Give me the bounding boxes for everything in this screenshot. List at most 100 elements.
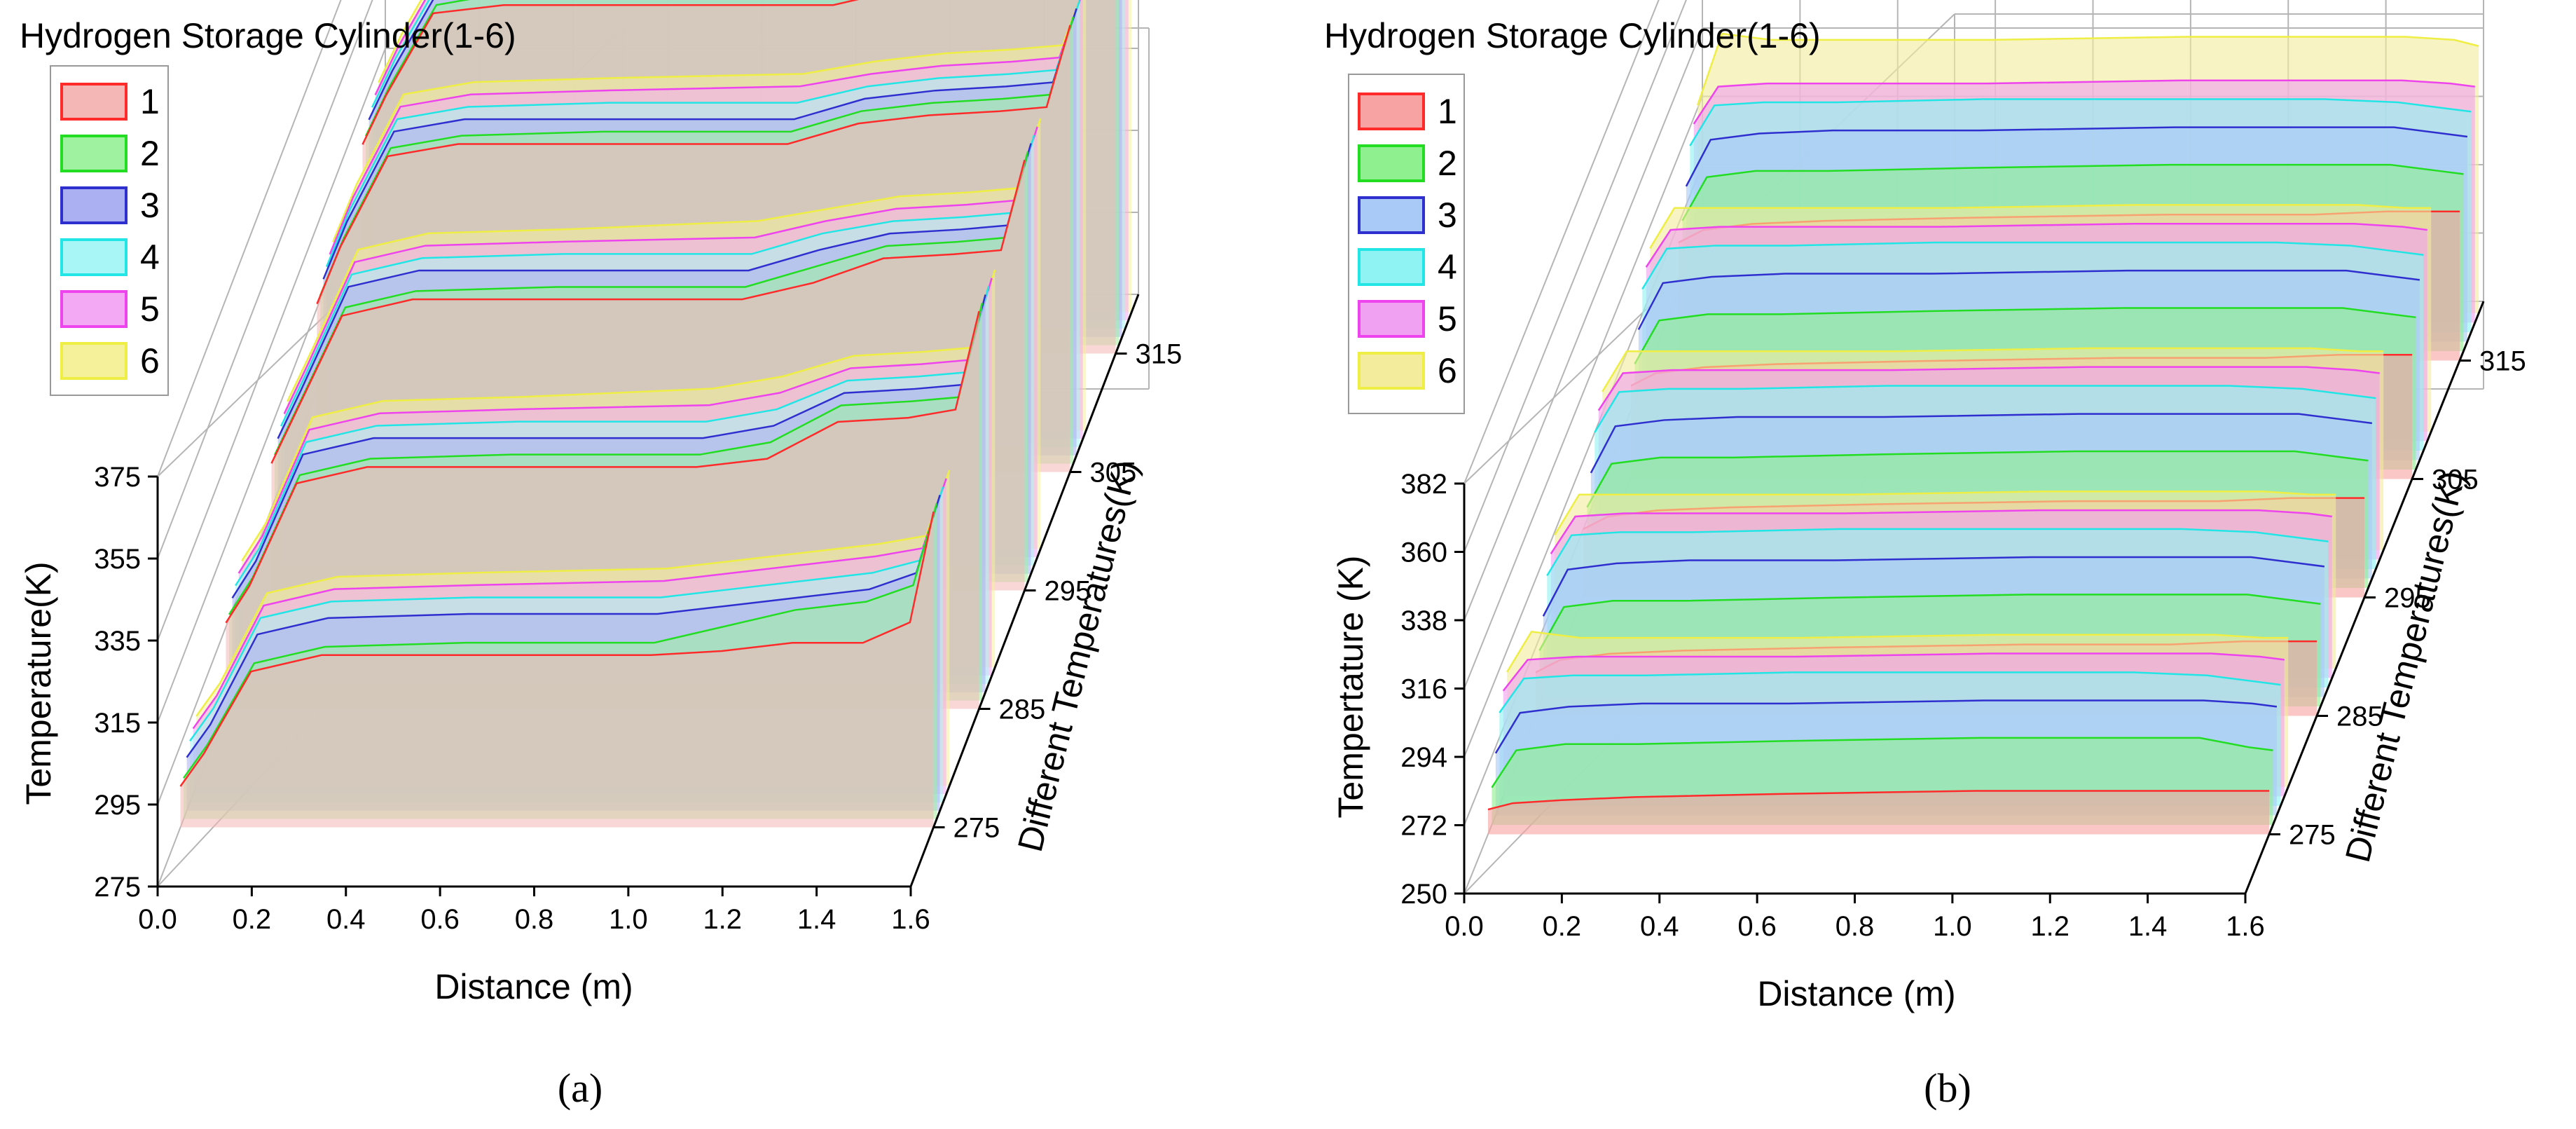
- line-series-1-slice-275: [1487, 790, 2269, 811]
- legend-swatch-4: [1358, 248, 1425, 286]
- legend-swatch-3: [60, 186, 128, 224]
- line-series-5-slice-295: [283, 126, 1038, 414]
- line-series-1-slice-295: [270, 159, 1026, 464]
- line-series-6-slice-315: [1697, 32, 2479, 106]
- legend-label-4: 4: [140, 238, 160, 277]
- y-tick-label: 355: [94, 544, 141, 575]
- line-series-1-slice-305: [316, 25, 1071, 305]
- legend-label-3: 3: [1438, 196, 1457, 235]
- x-tick-label: 1.4: [2128, 911, 2168, 942]
- z-tick-label: 305: [2432, 465, 2479, 495]
- panel-a-slices: [179, 0, 1132, 828]
- line-series-4-slice-275: [1499, 671, 2281, 713]
- line-series-6-slice-285: [241, 269, 996, 561]
- y-tick-label: 295: [94, 790, 141, 821]
- line-series-4-slice-295: [280, 135, 1035, 427]
- x-tick-label: 0.8: [1835, 911, 1875, 942]
- line-series-3-slice-295: [1590, 413, 2373, 474]
- line-series-2-slice-275: [1491, 737, 2273, 788]
- y-tick-label: 375: [94, 462, 141, 493]
- z-tick-label: 295: [2384, 583, 2431, 614]
- line-series-3-slice-315: [368, 0, 434, 121]
- legend-swatch-1: [60, 83, 128, 121]
- line-series-5-slice-275: [192, 478, 947, 730]
- z-tick-label: 315: [2479, 346, 2526, 377]
- line-series-5-slice-285: [1550, 509, 2332, 554]
- line-series-5-slice-285: [237, 278, 993, 574]
- line-series-6-slice-295: [287, 118, 1042, 402]
- panel-b-sublabel: (b): [1924, 1065, 1971, 1111]
- side-grid-line: [1463, 27, 2484, 621]
- x-tick-label: 0.4: [1640, 911, 1679, 942]
- y-tick-label: 360: [1400, 538, 1447, 568]
- x-tick-label: 1.0: [609, 904, 648, 935]
- line-series-3-slice-295: [277, 143, 1032, 439]
- line-series-3-slice-285: [1542, 556, 2325, 617]
- y-tick-label: 294: [1400, 742, 1447, 773]
- line-series-1-slice-285: [225, 310, 980, 624]
- panel-a-y-axis-label: Temperature(K): [19, 561, 58, 805]
- side-grid-line: [1463, 0, 1687, 552]
- line-series-6-slice-275: [1506, 630, 2289, 673]
- line-series-2-slice-275: [183, 502, 938, 779]
- line-series-4-slice-275: [189, 486, 944, 741]
- y-tick-label: 250: [1400, 879, 1447, 910]
- x-tick-label: 1.6: [891, 904, 930, 935]
- panel-a-ticks: 0.0 0.2 0.4 0.6 0.8 1.0 1.2 1.4 1.6 275 295 315 335 3…: [94, 339, 1182, 936]
- line-series-4-slice-315: [1689, 98, 2472, 146]
- panel-b-x-axis-label: Distance (m): [1757, 974, 1955, 1013]
- legend-label-3: 3: [140, 186, 160, 225]
- legend-swatch-1: [1358, 93, 1425, 130]
- area-series-1-slice-275: [180, 512, 934, 828]
- legend-label-2: 2: [1438, 144, 1457, 183]
- legend-swatch-5: [1358, 300, 1425, 338]
- x-tick-label: 0.2: [1543, 911, 1582, 942]
- z-tick-label: 275: [2289, 820, 2336, 851]
- legend-label-1: 1: [140, 82, 160, 121]
- y-tick-label: 275: [94, 872, 141, 903]
- line-series-5-slice-315: [1693, 79, 2475, 125]
- legend-swatch-5: [60, 290, 128, 328]
- legend-swatch-3: [1358, 196, 1425, 234]
- legend-swatch-4: [60, 238, 128, 276]
- y-tick-label: 382: [1400, 469, 1447, 500]
- line-series-6-slice-305: [1649, 204, 2432, 249]
- legend-label-4: 4: [1438, 247, 1457, 287]
- y-tick-label: 316: [1400, 674, 1447, 705]
- line-series-3-slice-285: [231, 294, 986, 598]
- line-series-4-slice-285: [235, 286, 990, 587]
- legend-swatch-6: [60, 342, 128, 380]
- line-series-6-slice-295: [1602, 347, 2384, 392]
- legend-swatch-2: [60, 135, 128, 172]
- line-series-4-slice-305: [1641, 241, 2424, 290]
- line-series-1-slice-315: [361, 0, 860, 145]
- line-series-3-slice-275: [1494, 699, 2278, 754]
- x-tick-label: 0.6: [1737, 911, 1777, 942]
- z-tick-label: 305: [1090, 458, 1137, 488]
- panel-b-legend: 1 2 3 4 5 6: [1348, 74, 1465, 414]
- legend-swatch-6: [1358, 352, 1425, 390]
- line-series-6-slice-285: [1554, 491, 2336, 535]
- x-tick-label: 1.2: [2030, 911, 2069, 942]
- line-series-2-slice-305: [1634, 307, 2416, 364]
- panel-a-x-axis-label: Distance (m): [434, 967, 633, 1006]
- line-series-2-slice-305: [319, 16, 1075, 296]
- x-tick-label: 1.0: [1933, 911, 1972, 942]
- panel-b-slices: [1487, 32, 2479, 835]
- y-tick-label: 272: [1400, 811, 1447, 842]
- line-series-2-slice-315: [1681, 163, 2464, 221]
- z-tick-label: 285: [2336, 702, 2383, 732]
- line-series-6-slice-275: [195, 470, 951, 717]
- line-series-4-slice-295: [1594, 385, 2376, 433]
- side-grid-line: [157, 0, 373, 559]
- x-tick-label: 1.6: [2226, 911, 2265, 942]
- x-tick-label: 0.6: [420, 904, 460, 935]
- legend-label-5: 5: [1438, 299, 1457, 338]
- x-tick-label: 0.4: [326, 904, 366, 935]
- line-series-5-slice-305: [1645, 222, 2427, 268]
- x-tick-label: 1.4: [797, 904, 836, 935]
- line-series-2-slice-295: [1586, 450, 2369, 508]
- z-tick-label: 315: [1136, 339, 1183, 370]
- side-grid-line: [157, 0, 342, 477]
